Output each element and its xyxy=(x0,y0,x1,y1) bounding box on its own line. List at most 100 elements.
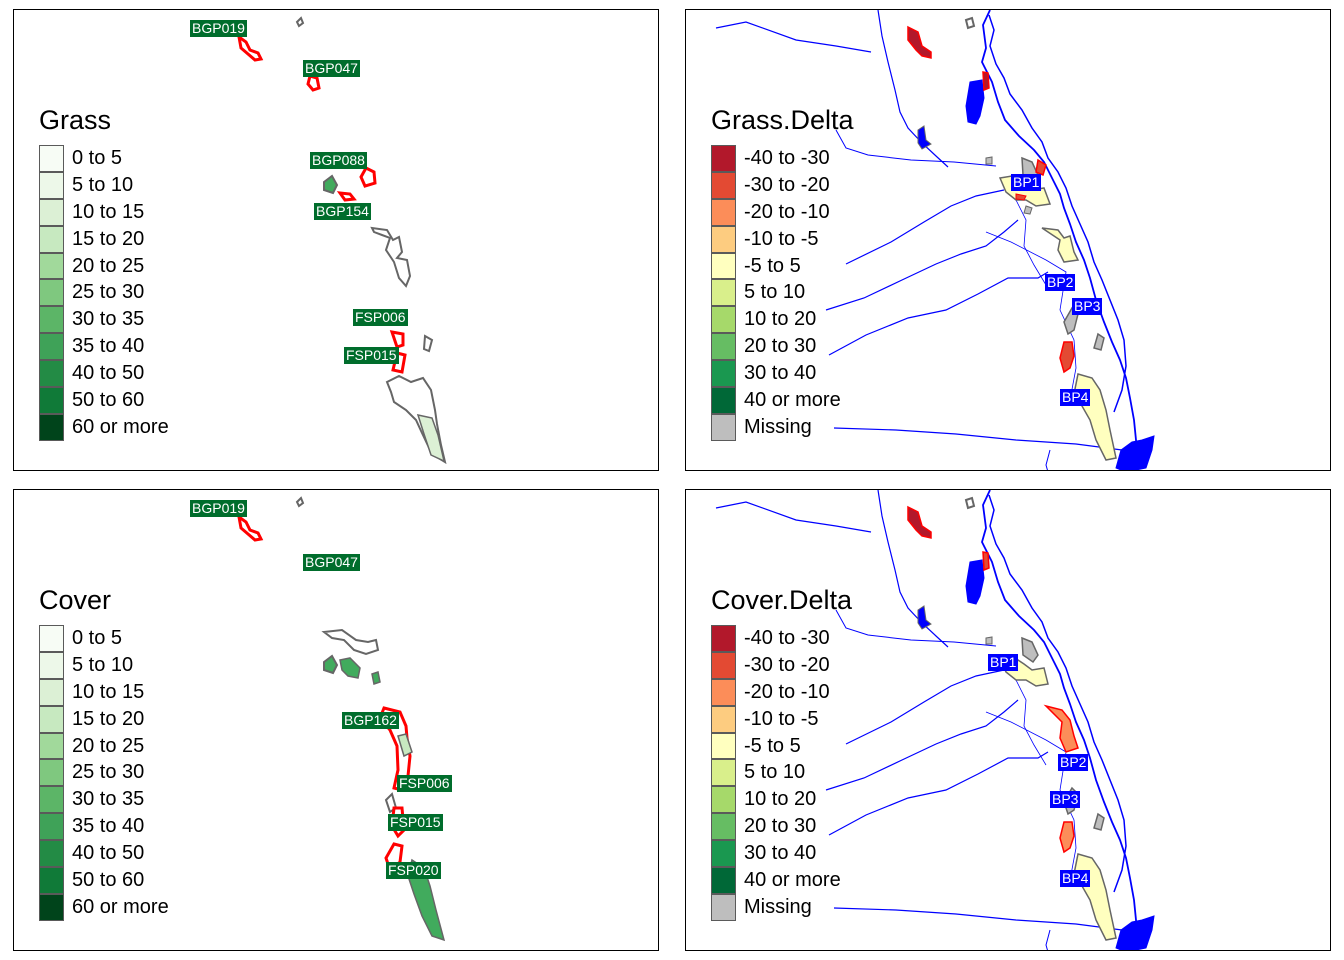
legend-label: 50 to 60 xyxy=(72,868,145,891)
legend-swatch xyxy=(711,333,736,361)
legend-label: 50 to 60 xyxy=(72,388,145,411)
legend-label: 25 to 30 xyxy=(72,281,145,304)
legend-label: 30 to 35 xyxy=(72,308,145,331)
legend-swatch xyxy=(39,198,64,226)
district-boundary xyxy=(985,231,1077,401)
legend-title: Grass xyxy=(39,105,112,135)
legend-label: Missing xyxy=(744,415,812,438)
legend-label: 15 to 20 xyxy=(72,707,145,730)
legend-swatch xyxy=(39,705,64,733)
plot-polygon xyxy=(985,636,993,645)
legend-swatch xyxy=(39,651,64,679)
plot-polygon xyxy=(422,334,434,353)
legend-swatch xyxy=(39,759,64,787)
legend-label: 10 to 20 xyxy=(744,788,817,811)
plot-polygon xyxy=(982,551,990,572)
river xyxy=(988,14,1127,413)
plot-polygon xyxy=(907,25,932,59)
legend-swatch xyxy=(711,171,736,199)
legend-label: -20 to -10 xyxy=(744,680,830,703)
legend-swatch xyxy=(39,279,64,307)
legend-item: 40 or more xyxy=(711,387,854,414)
legend-swatch xyxy=(711,759,736,787)
legend-label: 5 to 10 xyxy=(72,173,134,196)
plot-polygon xyxy=(964,496,976,510)
river xyxy=(877,10,949,168)
legend-swatch xyxy=(39,145,64,172)
plot-polygon xyxy=(1043,704,1079,753)
legend-swatch xyxy=(711,678,736,706)
legend-label: 60 or more xyxy=(72,895,169,918)
legend-item: 25 to 30 xyxy=(39,279,169,307)
legend-swatch xyxy=(39,840,64,868)
plot-polygon xyxy=(1073,373,1117,461)
legend-label: 60 or more xyxy=(72,415,169,438)
legend-items: 0 to 5 5 to 10 10 to 15 15 to 20 20 to 25 25 … xyxy=(39,625,169,921)
river xyxy=(988,494,1127,893)
legend-label: -10 to -5 xyxy=(744,227,819,250)
water-body xyxy=(1115,435,1155,470)
river xyxy=(1045,929,1051,950)
water-body xyxy=(917,605,932,630)
plot-label: BP1 xyxy=(1011,174,1042,191)
plot-label: BP2 xyxy=(1045,274,1076,291)
legend-item: 30 to 40 xyxy=(711,360,854,388)
legend-label: 30 to 40 xyxy=(744,842,817,865)
plot-label: BP2 xyxy=(1058,754,1089,771)
legend-swatch xyxy=(711,413,736,441)
plot-label: BGP019 xyxy=(190,20,247,37)
legend-label: 15 to 20 xyxy=(72,227,145,250)
legend: Cover.Delta -40 to -30 -30 to -20 -20 to -… xyxy=(711,585,852,921)
legend-swatch xyxy=(711,387,736,414)
legend-label: -30 to -20 xyxy=(744,653,830,676)
legend-label: 0 to 5 xyxy=(72,146,123,169)
plot-polygon-highlight xyxy=(391,351,407,374)
legend-swatch xyxy=(711,651,736,679)
plot-polygon xyxy=(982,71,990,92)
legend-item: 15 to 20 xyxy=(39,225,169,253)
legend-label: 40 to 50 xyxy=(72,362,145,385)
plot-label: BGP088 xyxy=(310,152,367,169)
plot-polygon-highlight xyxy=(306,74,321,92)
legend-item: -40 to -30 xyxy=(711,145,854,172)
legend-item: -40 to -30 xyxy=(711,625,852,652)
legend-swatch xyxy=(711,198,736,226)
plot-polygon xyxy=(1023,205,1033,215)
legend-item: 60 or more xyxy=(39,893,169,921)
plot-label: FSP006 xyxy=(353,309,408,326)
legend-swatch xyxy=(711,867,736,894)
plot-label: BP1 xyxy=(988,654,1019,671)
legend-label: 20 to 30 xyxy=(744,335,817,358)
legend-label: 35 to 40 xyxy=(72,815,145,838)
legend-item: -30 to -20 xyxy=(711,171,854,199)
district-boundary xyxy=(1015,199,1047,286)
legend-item: 5 to 10 xyxy=(39,171,169,199)
legend: Grass.Delta -40 to -30 -30 to -20 -20 to -… xyxy=(711,105,854,441)
legend-item: 10 to 15 xyxy=(39,198,169,226)
legend-label: 0 to 5 xyxy=(72,626,123,649)
legend-item: -10 to -5 xyxy=(711,225,854,253)
river xyxy=(877,490,949,648)
plot-polygon xyxy=(397,733,413,758)
legend-swatch xyxy=(39,813,64,841)
legend-item: 40 to 50 xyxy=(39,840,169,868)
legend-item: 40 or more xyxy=(711,867,852,894)
legend-item: Missing xyxy=(711,413,854,441)
legend-swatch xyxy=(39,333,64,361)
legend-swatch xyxy=(39,625,64,652)
legend-label: -5 to 5 xyxy=(744,734,801,757)
legend-label: -20 to -10 xyxy=(744,200,830,223)
legend-swatch xyxy=(39,360,64,388)
river xyxy=(845,669,1005,745)
legend-label: -30 to -20 xyxy=(744,173,830,196)
water-body xyxy=(965,79,985,125)
legend-title: Cover.Delta xyxy=(711,585,853,615)
legend: Grass 0 to 5 5 to 10 10 to 15 15 to 20 20 to… xyxy=(39,105,169,441)
legend-items: -40 to -30 -30 to -20 -20 to -10 -10 to -5 -… xyxy=(711,625,852,921)
river xyxy=(828,751,1049,836)
legend-item: 5 to 10 xyxy=(39,651,169,679)
river xyxy=(1045,449,1051,470)
district-boundary xyxy=(985,711,1077,881)
legend-label: 40 or more xyxy=(744,868,841,891)
legend-item: -5 to 5 xyxy=(711,252,854,280)
